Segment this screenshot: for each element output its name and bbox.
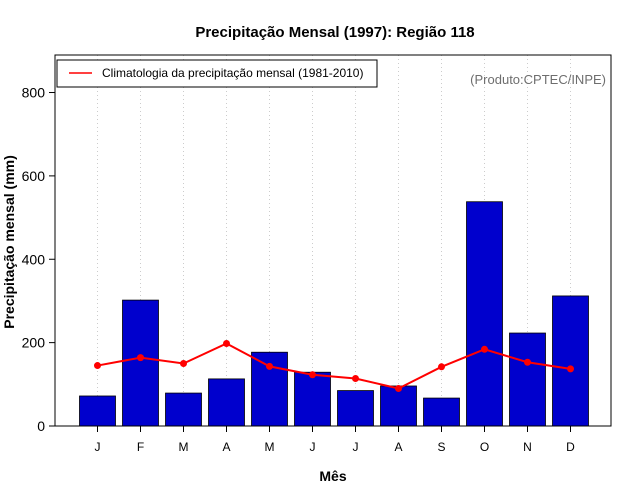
bar-7 xyxy=(337,390,374,427)
bar-12 xyxy=(552,295,589,427)
climatology-point-9 xyxy=(438,363,445,371)
x-tick-label: J xyxy=(353,440,359,454)
bar-3 xyxy=(165,392,202,427)
y-tick-label: 200 xyxy=(22,335,46,351)
bar-2 xyxy=(122,299,159,427)
y-tick-label: 400 xyxy=(22,251,46,267)
climatology-point-6 xyxy=(309,371,316,379)
climatology-point-10 xyxy=(481,345,488,353)
x-tick-label: M xyxy=(179,440,189,454)
x-tick-label: O xyxy=(480,440,489,454)
bar-series xyxy=(79,201,589,427)
x-tick-label: A xyxy=(222,440,230,454)
bar-8 xyxy=(380,385,417,427)
bar-9 xyxy=(423,397,460,427)
plot-frame xyxy=(54,54,612,427)
bar-1 xyxy=(79,395,116,427)
x-tick-label: N xyxy=(523,440,532,454)
x-tick-label: A xyxy=(394,440,402,454)
chart-title: Precipitação Mensal (1997): Região 118 xyxy=(195,24,474,41)
y-tick-label: 600 xyxy=(22,168,46,184)
climatology-line xyxy=(97,342,571,390)
climatology-series xyxy=(94,339,574,392)
y-axis-label: Precipitação mensal (mm) xyxy=(1,155,17,329)
climatology-point-2 xyxy=(137,354,144,362)
x-tick-label: J xyxy=(95,440,101,454)
y-tick-label: 800 xyxy=(22,85,46,101)
climatology-point-7 xyxy=(352,374,359,382)
x-tick-label: F xyxy=(137,440,144,454)
climatology-point-12 xyxy=(567,365,574,373)
x-tick-label: J xyxy=(310,440,316,454)
bar-6 xyxy=(294,371,331,427)
x-tick-label: S xyxy=(437,440,445,454)
y-axis: 0 200 400 600 800 xyxy=(22,85,55,434)
climatology-point-11 xyxy=(524,358,531,366)
legend-entry-climatology: Climatologia da precipitação mensal (198… xyxy=(102,66,363,80)
bar-11 xyxy=(509,332,546,427)
legend-box xyxy=(56,59,378,88)
climatology-point-8 xyxy=(395,384,402,392)
legend: Climatologia da precipitação mensal (198… xyxy=(56,59,378,88)
x-axis-label: Mês xyxy=(319,468,346,484)
bar-10 xyxy=(466,201,503,427)
bar-4 xyxy=(208,378,245,427)
x-tick-label: M xyxy=(265,440,275,454)
y-tick-label: 0 xyxy=(37,418,45,434)
climatology-point-4 xyxy=(223,339,230,347)
x-tick-label: D xyxy=(566,440,575,454)
climatology-point-3 xyxy=(180,359,187,367)
credit-annotation: (Produto:CPTEC/INPE) xyxy=(470,72,606,87)
climatology-point-1 xyxy=(94,362,101,370)
climatology-point-5 xyxy=(266,362,273,370)
